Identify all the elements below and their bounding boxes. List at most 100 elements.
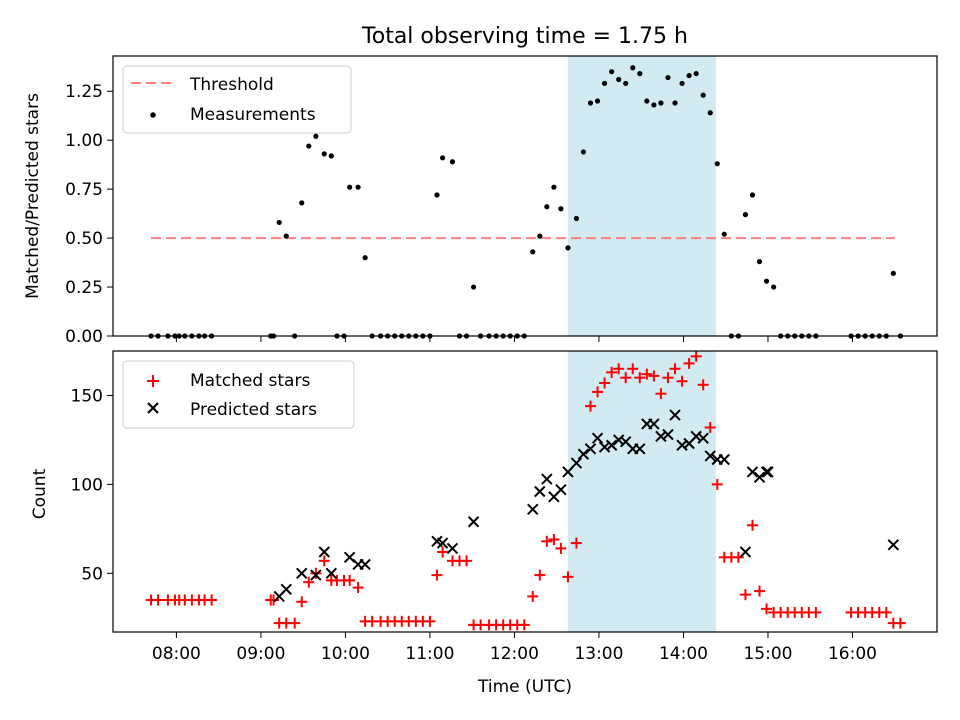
measurement-point bbox=[434, 192, 440, 198]
top-y-axis: 0.00 0.25 0.50 0.75 1.00 1.25 bbox=[65, 82, 113, 347]
measurement-point bbox=[721, 231, 727, 237]
measurement-point bbox=[328, 153, 334, 159]
measurement-point bbox=[306, 143, 312, 149]
highlight-span bbox=[567, 56, 716, 336]
matched-point bbox=[697, 379, 709, 391]
x-tick-label: 12:00 bbox=[490, 644, 539, 664]
matched-point bbox=[352, 582, 364, 594]
predicted-point bbox=[746, 466, 759, 478]
top-panel: 0.00 0.25 0.50 0.75 1.00 1.25 Matched/Predict… bbox=[23, 55, 938, 347]
measurement-point bbox=[637, 71, 643, 77]
bottom-y-label: Count bbox=[30, 468, 50, 519]
predicted-point bbox=[570, 457, 583, 469]
predicted-point bbox=[562, 466, 574, 478]
x-tick-label: 09:00 bbox=[236, 644, 285, 664]
predicted-point bbox=[318, 546, 330, 558]
matched-point bbox=[534, 569, 546, 581]
predicted-point bbox=[605, 439, 618, 451]
measurement-point bbox=[440, 155, 446, 161]
x-tick-label: 14:00 bbox=[659, 644, 708, 664]
y-tick-label: 1.00 bbox=[65, 131, 103, 151]
measurement-point bbox=[299, 200, 305, 206]
measurement-point bbox=[665, 74, 671, 81]
measurement-point bbox=[707, 110, 713, 116]
measurement-point bbox=[749, 192, 756, 198]
measurement-point bbox=[630, 65, 636, 71]
measurement-point bbox=[573, 215, 580, 222]
predicted-point bbox=[718, 453, 731, 466]
matched-point bbox=[584, 400, 596, 412]
matched-point bbox=[662, 372, 674, 384]
y-tick-label: 0.50 bbox=[65, 229, 103, 249]
matched-point bbox=[634, 372, 646, 384]
measurement-point bbox=[686, 72, 692, 79]
measurement-point bbox=[679, 80, 685, 87]
measurement-point bbox=[355, 184, 361, 190]
y-tick-label: 0.75 bbox=[65, 180, 103, 200]
bottom-plot-frame bbox=[112, 350, 938, 633]
predicted-point bbox=[753, 471, 766, 483]
measurement-point bbox=[756, 258, 763, 265]
legend-threshold-label: Threshold bbox=[189, 75, 274, 95]
measurement-point bbox=[693, 71, 699, 77]
predicted-point bbox=[591, 432, 604, 444]
highlight-span bbox=[567, 351, 716, 632]
matched-point bbox=[592, 386, 604, 398]
matched-point bbox=[555, 542, 567, 554]
measurement-point bbox=[283, 233, 289, 239]
matched-point bbox=[268, 594, 280, 606]
legend-predicted-swatch bbox=[147, 402, 159, 414]
x-tick-label: 15:00 bbox=[743, 644, 792, 664]
predicted-point bbox=[634, 443, 646, 455]
measurement-point bbox=[551, 184, 557, 190]
matched-point bbox=[732, 551, 744, 563]
matched-point bbox=[518, 619, 530, 631]
measurement-point bbox=[537, 233, 543, 239]
bottom-panel: 50 100 150 08:00 09:00 10:00 11:00 12:00 13:00 1… bbox=[30, 350, 938, 697]
measurement-point bbox=[321, 151, 327, 157]
matched-point bbox=[310, 567, 322, 579]
y-tick-label: 0.00 bbox=[65, 327, 103, 347]
measurement-point bbox=[313, 133, 319, 139]
predicted-point bbox=[704, 450, 716, 462]
x-axis-label: Time (UTC) bbox=[477, 677, 572, 697]
measurement-point bbox=[651, 102, 657, 108]
top-legend: Threshold Measurements bbox=[122, 65, 352, 134]
matched-point bbox=[461, 555, 473, 567]
matched-point bbox=[599, 377, 611, 389]
x-tick-label: 08:00 bbox=[152, 644, 201, 664]
matched-point bbox=[648, 370, 660, 382]
matched-point bbox=[620, 372, 632, 384]
predicted-point bbox=[662, 428, 674, 441]
matched-point bbox=[641, 368, 653, 380]
measurement-point bbox=[587, 100, 594, 106]
matched-point bbox=[318, 555, 330, 567]
predicted-point bbox=[534, 485, 546, 498]
predicted-point bbox=[762, 466, 774, 478]
predicted-point bbox=[555, 484, 567, 496]
matched-point bbox=[206, 594, 218, 606]
measurement-point bbox=[544, 204, 550, 210]
chart-title: Total observing time = 1.75 h bbox=[361, 24, 688, 49]
bottom-y-axis: 50 100 150 bbox=[71, 386, 113, 584]
legend-measurements-label: Measurements bbox=[190, 105, 316, 125]
measurement-point bbox=[890, 270, 896, 276]
bottom-legend: Matched stars Predicted stars bbox=[122, 360, 355, 429]
predicted-point bbox=[648, 418, 660, 430]
matched-point bbox=[683, 357, 695, 369]
predicted-point bbox=[697, 432, 709, 444]
legend-matched-swatch bbox=[147, 375, 159, 387]
predicted-point bbox=[436, 537, 449, 549]
matched-point bbox=[627, 363, 639, 375]
predicted-point bbox=[739, 546, 752, 558]
predicted-point bbox=[325, 567, 338, 580]
measurement-point bbox=[347, 184, 353, 190]
matched-point bbox=[527, 590, 539, 602]
legend-predicted-label: Predicted stars bbox=[190, 400, 317, 420]
matched-point bbox=[669, 363, 681, 375]
x-tick-label: 16:00 bbox=[828, 644, 877, 664]
matched-point bbox=[655, 388, 667, 400]
measurement-point bbox=[580, 149, 587, 155]
measurement-point bbox=[594, 98, 601, 104]
measurement-point bbox=[700, 92, 706, 98]
